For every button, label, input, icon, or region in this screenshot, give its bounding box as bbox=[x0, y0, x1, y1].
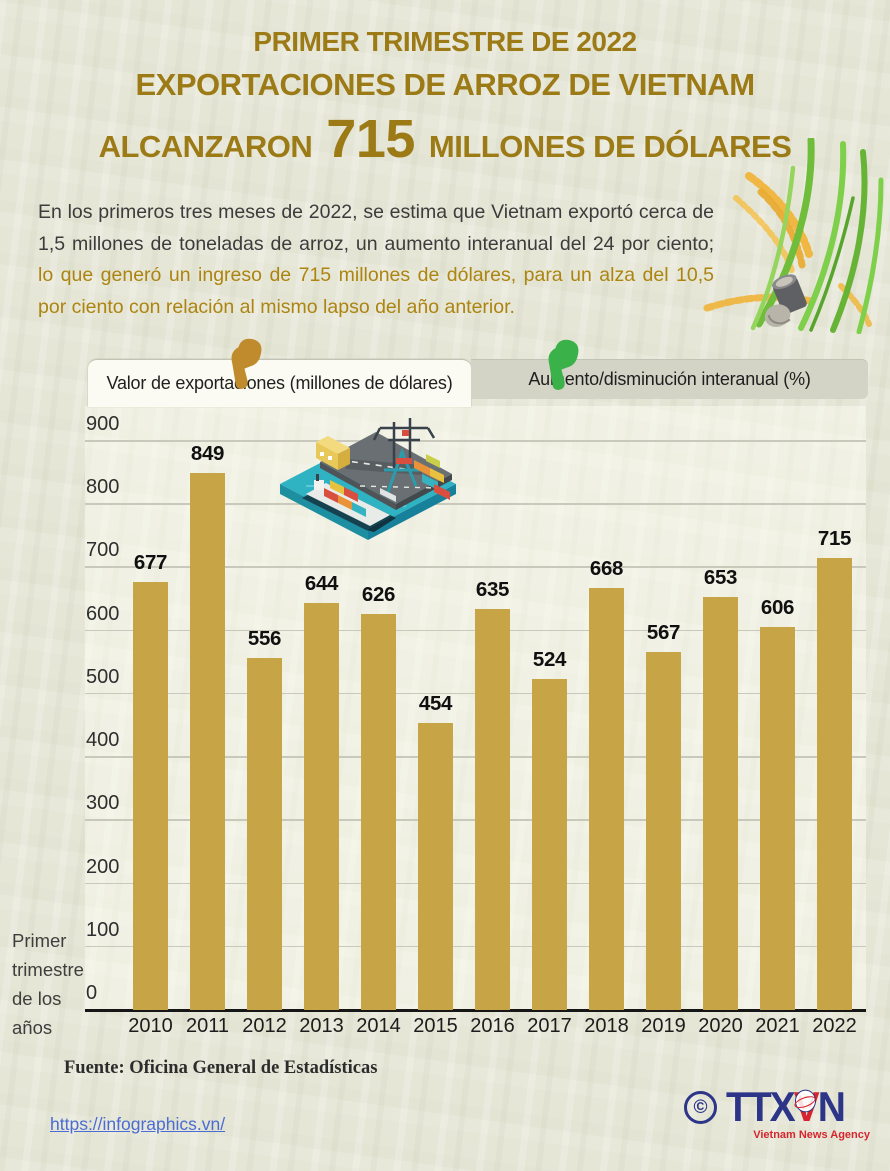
bar-value-label: 653 bbox=[703, 566, 738, 590]
bar-2015 bbox=[418, 722, 453, 1010]
x-tick-label: 2014 bbox=[356, 1015, 401, 1037]
header-title: EXPORTACIONES DE ARROZ DE VIETNAM bbox=[135, 67, 755, 102]
bar-2019 bbox=[646, 651, 681, 1010]
bar-value-label: 677 bbox=[133, 550, 168, 574]
y-tick-label: 200 bbox=[86, 855, 120, 878]
bar-2017 bbox=[532, 678, 567, 1010]
bar-value-label: 635 bbox=[475, 577, 510, 601]
x-axis-line bbox=[85, 1008, 866, 1012]
logo-ttx: TTX bbox=[726, 1084, 796, 1131]
y-tick-label: 600 bbox=[86, 602, 120, 625]
bar-2022 bbox=[817, 557, 852, 1010]
x-tick-label: 2013 bbox=[299, 1015, 344, 1037]
port-illustration bbox=[280, 418, 456, 540]
bar-2012 bbox=[247, 658, 282, 1010]
x-tick-label: 2011 bbox=[185, 1015, 229, 1037]
bar-value-label: 524 bbox=[532, 647, 567, 671]
hand-pointing-down-green-icon bbox=[548, 339, 579, 390]
logo-tagline: Vietnam News Agency bbox=[753, 1129, 870, 1141]
bar-2013 bbox=[304, 602, 339, 1010]
gridline bbox=[85, 440, 866, 442]
x-tick-label: 2021 bbox=[755, 1015, 800, 1037]
x-tick-label: 2020 bbox=[698, 1015, 743, 1037]
header-subtitle: PRIMER TRIMESTRE DE 2022 bbox=[253, 26, 637, 57]
gridline bbox=[85, 566, 866, 568]
bar-value-label: 715 bbox=[817, 526, 852, 550]
bar-2021 bbox=[760, 626, 795, 1010]
y-tick-label: 100 bbox=[86, 918, 120, 941]
y-tick-label: 800 bbox=[86, 476, 120, 499]
headline-suffix: MILLONES DE DÓLARES bbox=[428, 129, 792, 164]
headline-prefix: ALCANZARON bbox=[98, 129, 313, 164]
intro-text-dark: En los primeros tres meses de 2022, se e… bbox=[38, 201, 714, 255]
bar-value-label: 644 bbox=[304, 571, 339, 595]
bar-value-label: 454 bbox=[418, 691, 453, 715]
source-text: Fuente: Oficina General de Estadísticas bbox=[64, 1058, 378, 1078]
bar-2010 bbox=[133, 581, 168, 1010]
tab-export-value-label: Valor de exportaciones (millones de dóla… bbox=[106, 373, 453, 393]
gridline bbox=[85, 503, 866, 505]
y-tick-label: 300 bbox=[86, 792, 120, 815]
cargo-ship bbox=[302, 474, 396, 532]
bar-value-label: 849 bbox=[190, 442, 225, 466]
x-tick-label: 2018 bbox=[584, 1015, 629, 1037]
container-stacks bbox=[414, 454, 450, 500]
x-tick-label: 2015 bbox=[413, 1015, 458, 1037]
bar-2020 bbox=[703, 597, 738, 1010]
tab-export-value[interactable]: Valor de exportaciones (millones de dóla… bbox=[88, 359, 471, 407]
copyright-icon: © bbox=[684, 1091, 717, 1124]
logo-v: V bbox=[794, 1086, 820, 1128]
bar-value-label: 626 bbox=[361, 583, 396, 607]
y-tick-label: 700 bbox=[86, 539, 120, 562]
globe-icon bbox=[795, 1090, 815, 1112]
intro-text-gold: lo que generó un ingreso de 715 millones… bbox=[38, 264, 714, 318]
x-tick-label: 2022 bbox=[812, 1015, 857, 1037]
ttxvn-letters: TTXVN bbox=[726, 1084, 846, 1131]
bar-value-label: 556 bbox=[247, 627, 282, 651]
infographics-link[interactable]: https://infographics.vn/ bbox=[50, 1114, 226, 1134]
x-tick-label: 2010 bbox=[128, 1015, 173, 1037]
bar-value-label: 567 bbox=[646, 620, 681, 644]
rice-bucket bbox=[764, 274, 807, 328]
tab-yoy-change[interactable]: Aumento/disminución interanual (%) bbox=[471, 359, 868, 399]
headline-value: 715 bbox=[326, 109, 415, 169]
ttxvn-logo: © TTXVN Vietnam News Agency bbox=[684, 1084, 870, 1141]
bar-value-label: 606 bbox=[760, 595, 795, 619]
x-tick-label: 2019 bbox=[641, 1015, 686, 1037]
rice-plant-illustration bbox=[703, 138, 884, 334]
y-tick-label: 900 bbox=[86, 413, 120, 435]
bar-value-label: 668 bbox=[589, 556, 624, 580]
tab-yoy-change-label: Aumento/disminución interanual (%) bbox=[528, 369, 811, 389]
y-tick-label: 500 bbox=[86, 665, 120, 688]
x-tick-label: 2012 bbox=[242, 1015, 287, 1037]
x-axis-caption: Primer trimestre de los años bbox=[12, 930, 84, 1038]
x-tick-label: 2016 bbox=[470, 1015, 515, 1037]
hand-pointing-down-gold-icon bbox=[231, 338, 262, 389]
y-tick-label: 0 bbox=[86, 982, 98, 1004]
bar-2016 bbox=[475, 608, 510, 1010]
intro-paragraph: En los primeros tres meses de 2022, se e… bbox=[38, 197, 714, 323]
bar-2018 bbox=[589, 587, 624, 1010]
x-tick-label: 2017 bbox=[527, 1015, 572, 1037]
y-tick-label: 400 bbox=[86, 729, 120, 752]
logo-n: N bbox=[817, 1084, 846, 1131]
bar-2011 bbox=[190, 473, 225, 1010]
harbor-cranes bbox=[372, 418, 436, 468]
bar-2014 bbox=[361, 614, 396, 1010]
warehouse bbox=[316, 436, 350, 470]
header-headline: ALCANZARON 715 MILLONES DE DÓLARES bbox=[0, 112, 890, 166]
